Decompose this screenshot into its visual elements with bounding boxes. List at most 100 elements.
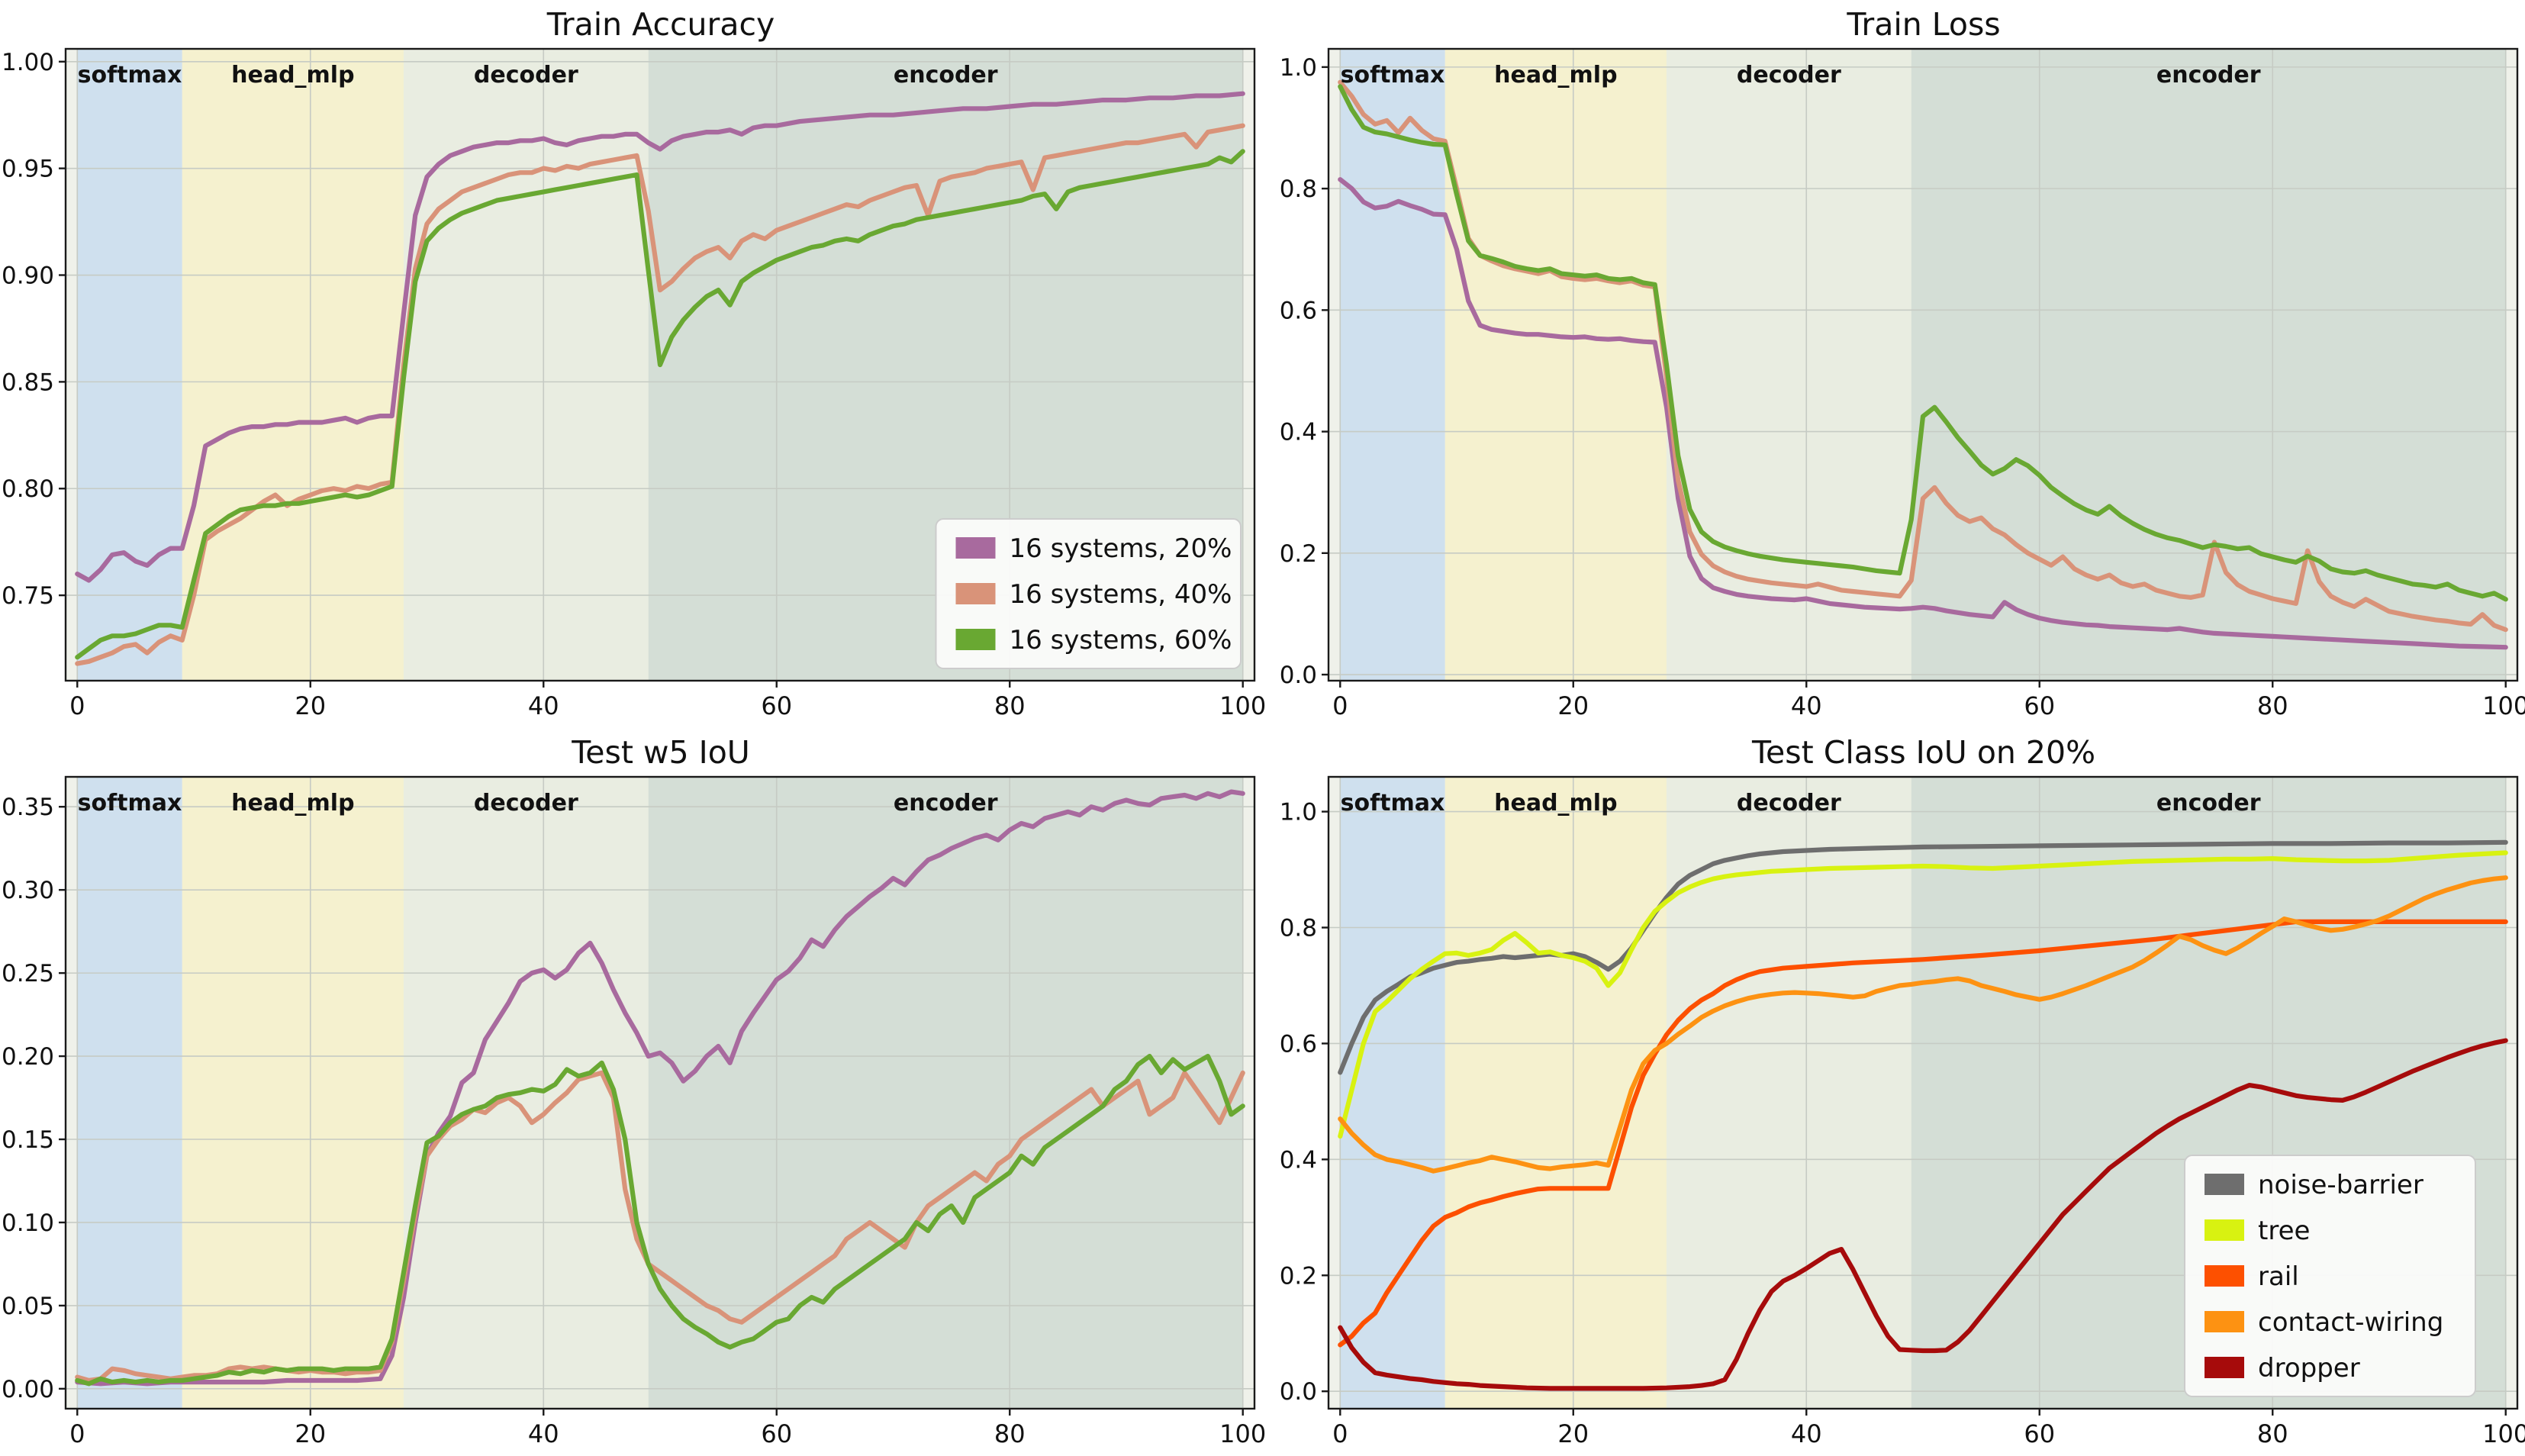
legend-swatch-noise-barrier: [2205, 1174, 2244, 1195]
axes-spines: [1327, 47, 2519, 682]
phase-label-encoder: encoder: [894, 790, 998, 817]
phase-band-head-mlp: [1444, 49, 1667, 681]
phase-band-softmax: [1340, 777, 1445, 1409]
x-tick-label: 60: [2024, 1419, 2055, 1448]
x-tick-label: 100: [2482, 691, 2525, 720]
phase-label-decoder: decoder: [1737, 62, 1841, 89]
x-tick-label: 40: [1791, 1419, 1822, 1448]
series-line-16-systems-60: [75, 1054, 1245, 1387]
legend-swatch-16-systems-40: [955, 583, 996, 604]
x-tick-label: 100: [1219, 691, 1266, 720]
series-line-tree: [1338, 850, 2508, 1139]
phase-label-head-mlp: head_mlp: [1494, 62, 1617, 89]
y-tick-label: 0.00: [2, 1376, 54, 1403]
phase-label-softmax: softmax: [1341, 790, 1445, 817]
y-tick-label: 1.0: [1280, 54, 1317, 82]
x-tick-label: 0: [1332, 1419, 1348, 1448]
axes-spines: [1327, 775, 2519, 1410]
phase-label-encoder: encoder: [2156, 62, 2261, 89]
legend-swatch-16-systems-60: [955, 629, 996, 650]
x-tick-label: 80: [2257, 1419, 2288, 1448]
y-tick-label: 0.20: [2, 1043, 54, 1071]
y-tick-label: 0.85: [2, 369, 54, 396]
legend-swatch-dropper: [2205, 1357, 2244, 1378]
x-tick-label: 0: [1332, 691, 1348, 720]
y-tick-label: 0.10: [2, 1210, 54, 1237]
chart-train-accuracy: Train Accuracy softmax head_mlp decoder enc…: [0, 0, 1266, 728]
axes-spines: [64, 775, 1256, 1410]
x-tick-label: 80: [994, 1419, 1026, 1448]
legend-swatch-rail: [2205, 1265, 2244, 1287]
legend-box: [935, 518, 1242, 669]
legend-swatch-16-systems-20: [955, 537, 996, 559]
chart-canvas-train-accuracy: softmax head_mlp decoder encoder 0 20 40 60 80 10…: [2, 47, 1266, 720]
series-line-16-systems-40: [75, 123, 1245, 666]
legend-label-rail: rail: [2258, 1261, 2299, 1292]
chart-test-w5-iou: Test w5 IoU softmax head_mlp decoder encode…: [0, 728, 1266, 1456]
series-line-rail: [1338, 919, 2508, 1348]
phase-label-softmax: softmax: [1341, 62, 1445, 89]
legend: 16 systems, 20% 16 systems, 40% 16 systems…: [935, 518, 1242, 669]
y-tick-label: 0.8: [1280, 176, 1317, 203]
y-tick-label: 0.15: [2, 1126, 54, 1154]
y-tick-label: 0.6: [1280, 1030, 1317, 1058]
y-tick-label: 0.35: [2, 794, 54, 821]
legend-swatch-tree: [2205, 1219, 2244, 1241]
legend-label-16-systems-60: 16 systems, 60%: [1010, 625, 1232, 656]
phase-band-head-mlp: [182, 777, 404, 1409]
series-line-16-systems-20: [75, 91, 1245, 583]
y-tick-label: 0.25: [2, 960, 54, 987]
legend-swatch-contact-wiring: [2205, 1311, 2244, 1332]
axes-spines: [64, 47, 1256, 682]
x-tick-label: 100: [2482, 1419, 2525, 1448]
series-line-dropper: [1338, 1038, 2508, 1391]
x-tick-label: 80: [2257, 691, 2288, 720]
phase-label-head-mlp: head_mlp: [1494, 790, 1617, 817]
chart-test-class-iou: Test Class IoU on 20% softmax head_mlp dec…: [1263, 728, 2525, 1456]
legend-box: [2184, 1155, 2476, 1397]
series-line-16-systems-40: [1338, 79, 2508, 633]
legend-label-noise-barrier: noise-barrier: [2258, 1170, 2424, 1200]
x-tick-label: 20: [295, 691, 326, 720]
x-tick-label: 20: [295, 1419, 326, 1448]
y-tick-label: 0.80: [2, 475, 54, 503]
y-tick-label: 0.4: [1280, 419, 1317, 446]
phase-label-decoder: decoder: [1737, 790, 1841, 817]
series-line-16-systems-20: [1338, 177, 2508, 650]
phase-band-softmax: [1340, 49, 1445, 681]
chart-title-train-accuracy: Train Accuracy: [546, 6, 775, 43]
series-line-16-systems-60: [1338, 84, 2508, 602]
chart-title-train-loss: Train Loss: [1847, 6, 2001, 43]
y-tick-label: 0.4: [1280, 1146, 1317, 1174]
x-tick-label: 100: [1219, 1419, 1266, 1448]
phase-band-softmax: [77, 777, 182, 1409]
phase-label-decoder: decoder: [474, 790, 578, 817]
x-tick-label: 40: [528, 1419, 559, 1448]
x-tick-label: 40: [528, 691, 559, 720]
y-tick-label: 0.05: [2, 1293, 54, 1320]
y-tick-label: 0.90: [2, 263, 54, 290]
x-tick-label: 60: [2024, 691, 2055, 720]
x-tick-label: 0: [69, 1419, 85, 1448]
phase-band-decoder: [403, 49, 649, 681]
phase-label-head-mlp: head_mlp: [231, 790, 354, 817]
chart-title-test-w5-iou: Test w5 IoU: [572, 734, 750, 771]
chart-canvas-train-loss: softmax head_mlp decoder encoder 0 20 40 60 80 10…: [1280, 47, 2525, 720]
y-tick-label: 0.0: [1280, 1378, 1317, 1406]
y-tick-label: 0.30: [2, 877, 54, 904]
chart-train-loss: Train Loss softmax head_mlp decoder encoder…: [1263, 0, 2525, 728]
y-tick-label: 1.00: [2, 49, 54, 76]
y-tick-label: 0.6: [1280, 297, 1317, 324]
x-tick-label: 20: [1557, 691, 1589, 720]
series-line-16-systems-60: [75, 149, 1245, 660]
x-tick-label: 20: [1557, 1419, 1589, 1448]
phase-band-softmax: [77, 49, 182, 681]
y-tick-label: 0.95: [2, 156, 54, 183]
x-tick-label: 60: [761, 691, 792, 720]
y-tick-label: 0.75: [2, 582, 54, 610]
legend-label-dropper: dropper: [2258, 1353, 2360, 1384]
chart-canvas-test-w5-iou: softmax head_mlp decoder encoder 0 20 40 60 80 10…: [2, 775, 1266, 1448]
phase-band-head-mlp: [182, 49, 404, 681]
x-tick-label: 80: [994, 691, 1026, 720]
